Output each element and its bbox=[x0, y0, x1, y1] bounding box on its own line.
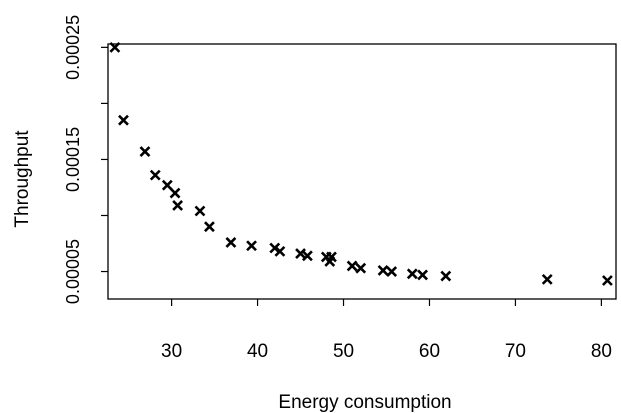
x-tick-label: 30 bbox=[161, 341, 182, 362]
y-tick-label: 0.00005 bbox=[63, 239, 83, 304]
data-point bbox=[541, 273, 553, 285]
x-axis-label: Energy consumption bbox=[278, 392, 451, 413]
data-point bbox=[169, 187, 181, 199]
x-tick-label: 40 bbox=[247, 341, 268, 362]
data-point bbox=[225, 236, 237, 248]
data-point bbox=[417, 269, 429, 281]
data-point bbox=[355, 262, 367, 274]
y-tick-label: 0.00025 bbox=[63, 15, 83, 80]
data-point bbox=[295, 248, 306, 260]
data-point bbox=[149, 169, 161, 181]
data-point bbox=[204, 221, 215, 233]
x-tick-label: 70 bbox=[505, 341, 526, 362]
plot-frame bbox=[107, 43, 617, 300]
data-point bbox=[386, 266, 398, 277]
data-point bbox=[172, 199, 184, 211]
data-point bbox=[246, 240, 257, 252]
data-points bbox=[109, 41, 613, 286]
data-point bbox=[324, 256, 336, 267]
y-axis-label: Throughput bbox=[12, 130, 33, 228]
data-point bbox=[118, 114, 129, 126]
x-tick-label: 80 bbox=[591, 341, 612, 362]
data-point bbox=[377, 264, 389, 276]
data-point bbox=[109, 41, 121, 53]
x-axis: 30 40 50 60 70 80 bbox=[161, 299, 612, 362]
data-point bbox=[161, 179, 173, 191]
y-axis: 0.00005 0.00015 0.00025 bbox=[63, 15, 108, 304]
data-point bbox=[601, 275, 613, 286]
x-tick-label: 60 bbox=[419, 341, 440, 362]
data-point bbox=[194, 205, 206, 217]
data-point bbox=[346, 260, 358, 272]
y-tick-label: 0.00015 bbox=[63, 127, 83, 192]
x-tick-label: 50 bbox=[333, 341, 354, 362]
data-point bbox=[274, 245, 286, 257]
data-point bbox=[139, 146, 151, 158]
data-point bbox=[406, 268, 418, 280]
data-point bbox=[440, 270, 452, 282]
data-point bbox=[301, 250, 313, 262]
